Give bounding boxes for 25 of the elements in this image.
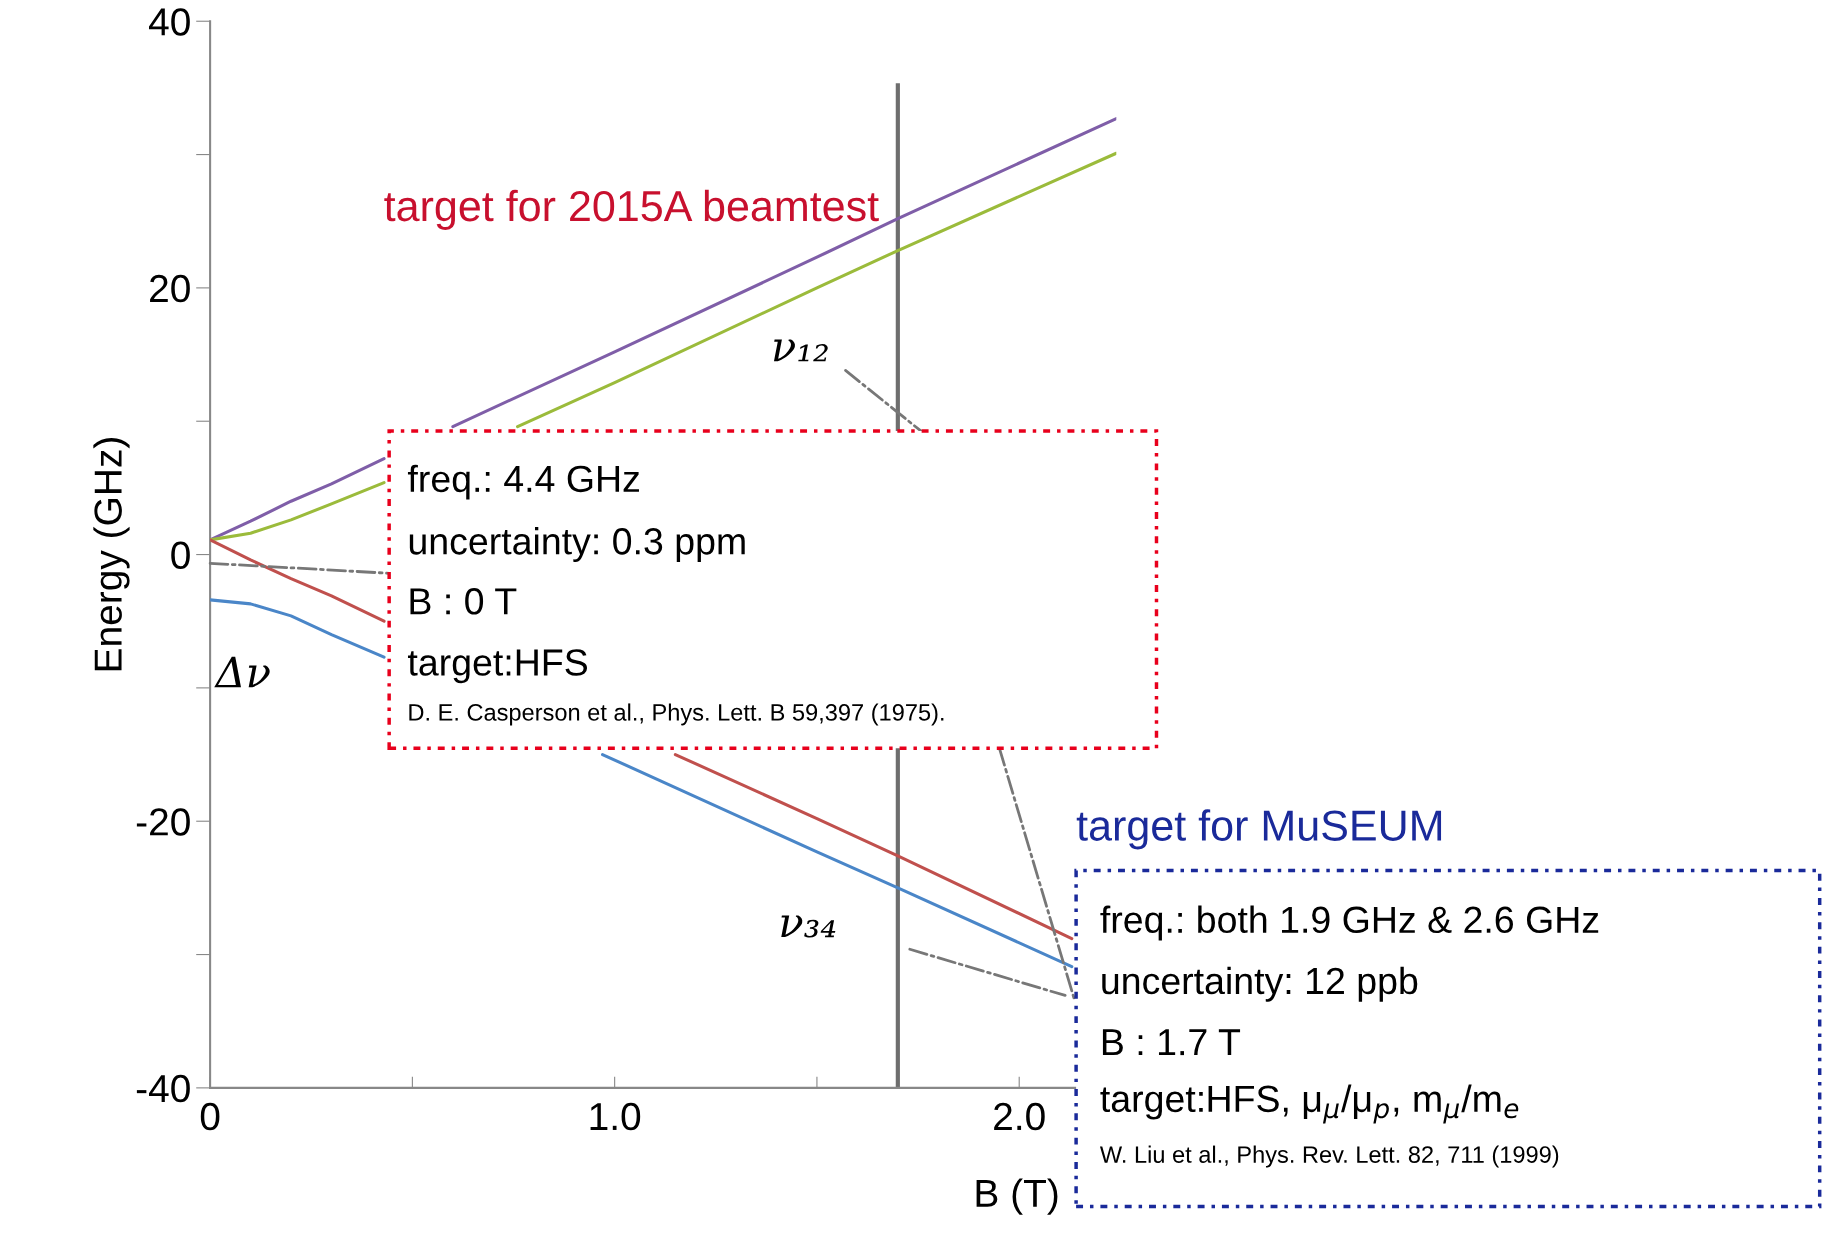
annotation: uncertainty: 0.3 ppm	[409, 527, 745, 563]
annotation: freq.: 4.4 GHz	[407, 464, 639, 500]
annotation: target:HFS	[407, 649, 588, 684]
annotation: target:HFS, μ$_{μ}$/μ$_{p}$, m$_{μ}$/m$_{e}$	[1100, 1084, 1519, 1124]
x-tick-label: 1.0	[590, 1102, 641, 1131]
x-axis-title: B (T)	[976, 1178, 1058, 1215]
annotation: B : 1.7 T	[1102, 1029, 1241, 1056]
annotation: uncertainty: 12 ppb	[1102, 966, 1418, 1002]
y-tick-label: 40	[149, 8, 190, 36]
y-tick-label: 0	[171, 541, 190, 570]
y-tick-label: -40	[136, 1074, 190, 1103]
x-tick-label: 2.0	[994, 1102, 1045, 1131]
annotation: target for 2015A beamtest	[384, 189, 879, 230]
y-axis-title: Energy (GHz)	[93, 438, 130, 671]
text: W. Liu et al., Phys. Rev. Lett. 82, 711 (1999)	[1099, 1145, 1559, 1168]
y-tick-label: 20	[150, 274, 190, 303]
annotation: freq.: both 1.9 GHz & 2.6 GHz	[1100, 905, 1599, 941]
x-tick-label: 0	[200, 1102, 220, 1131]
annotation: D. E. Casperson et al., Phys. Lett. B 59,397 (1975).	[409, 703, 944, 726]
annotation: B : 0 T	[410, 588, 517, 615]
annotation: Δν	[214, 656, 270, 688]
y-tick-label: -20	[136, 808, 190, 836]
annotation: ν₁₂	[773, 339, 828, 362]
annotation: target for MuSEUM	[1076, 809, 1442, 850]
annotation: ν₃₄	[781, 915, 836, 938]
